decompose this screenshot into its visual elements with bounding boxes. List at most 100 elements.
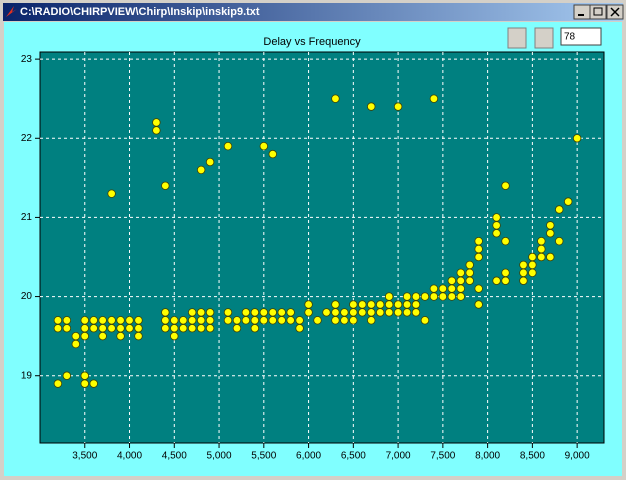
- data-point: [322, 308, 331, 317]
- x-tick-label: 5,500: [251, 451, 276, 462]
- data-point: [179, 316, 188, 325]
- y-tick-label: 20: [21, 291, 33, 302]
- plot-area: [39, 51, 605, 444]
- data-point: [528, 260, 537, 270]
- x-tick-label: 7,000: [386, 451, 411, 462]
- data-point: [429, 94, 439, 103]
- data-point: [340, 308, 349, 317]
- data-point: [465, 260, 474, 270]
- data-point: [125, 324, 134, 333]
- data-point: [53, 316, 63, 325]
- title-bar: [3, 3, 623, 21]
- maximize-button[interactable]: [589, 4, 607, 20]
- data-point: [116, 324, 125, 333]
- x-tick-label: 5,000: [207, 451, 232, 462]
- data-point: [367, 308, 376, 317]
- data-point: [349, 316, 358, 325]
- data-point: [250, 308, 260, 317]
- data-point: [375, 300, 385, 309]
- data-point: [367, 102, 376, 111]
- text-input[interactable]: [560, 27, 602, 46]
- data-point: [519, 260, 528, 270]
- tool-button[interactable]: [534, 27, 554, 49]
- data-point: [62, 324, 72, 333]
- data-point: [170, 316, 179, 325]
- data-point: [134, 324, 143, 333]
- maximize-icon: [593, 7, 603, 16]
- data-point: [259, 141, 269, 151]
- data-point: [134, 331, 143, 341]
- x-tick-label: 4,000: [117, 451, 142, 462]
- data-point: [268, 149, 277, 159]
- data-point: [331, 308, 340, 317]
- x-tick-label: 3,500: [72, 451, 97, 462]
- data-point: [259, 308, 269, 317]
- data-point: [187, 316, 197, 325]
- data-point: [456, 268, 465, 278]
- data-point: [465, 276, 474, 285]
- data-point: [196, 316, 206, 325]
- data-point: [367, 316, 376, 325]
- data-point: [161, 324, 170, 333]
- data-point: [170, 324, 179, 333]
- data-point: [259, 316, 269, 325]
- data-point: [537, 236, 546, 246]
- data-point: [331, 94, 340, 103]
- data-point: [196, 324, 206, 333]
- data-point: [528, 252, 537, 262]
- data-point: [205, 308, 215, 317]
- data-point: [268, 308, 277, 317]
- data-point: [555, 205, 564, 214]
- y-tick-label: 19: [21, 370, 33, 381]
- data-point: [331, 316, 340, 325]
- data-point: [107, 324, 116, 333]
- x-tick-label: 8,000: [475, 451, 500, 462]
- y-tick-label: 22: [21, 133, 33, 144]
- data-point: [98, 316, 107, 325]
- data-point: [349, 308, 358, 317]
- tool-button[interactable]: [507, 27, 527, 49]
- data-point: [179, 324, 188, 333]
- data-point: [411, 300, 421, 309]
- data-point: [420, 292, 430, 301]
- data-point: [304, 300, 313, 309]
- data-point: [429, 292, 439, 301]
- data-point: [429, 284, 439, 293]
- data-point: [492, 276, 501, 285]
- data-point: [196, 308, 206, 317]
- data-point: [107, 316, 116, 325]
- data-point: [474, 252, 483, 262]
- data-point: [116, 316, 125, 325]
- data-point: [447, 276, 457, 285]
- data-point: [492, 221, 501, 230]
- data-point: [501, 276, 510, 285]
- data-point: [411, 292, 421, 301]
- data-point: [152, 118, 161, 127]
- data-point: [161, 316, 170, 325]
- data-point: [80, 379, 89, 388]
- data-point: [546, 221, 555, 230]
- data-point: [474, 300, 483, 309]
- data-point: [474, 244, 483, 254]
- data-point: [241, 308, 251, 317]
- data-point: [420, 316, 430, 325]
- data-point: [170, 331, 179, 341]
- x-tick-label: 6,500: [341, 451, 366, 462]
- data-point: [295, 324, 304, 333]
- data-point: [89, 316, 98, 325]
- data-point: [358, 308, 367, 317]
- data-point: [447, 284, 457, 293]
- data-point: [474, 236, 483, 246]
- data-point: [438, 284, 448, 293]
- data-point: [501, 236, 510, 246]
- data-point: [161, 181, 170, 190]
- minimize-button[interactable]: [573, 4, 591, 20]
- data-point: [232, 324, 242, 333]
- x-tick-label: 9,000: [565, 451, 590, 462]
- data-point: [286, 308, 295, 317]
- data-point: [456, 276, 465, 285]
- x-tick-label: 4,500: [162, 451, 187, 462]
- y-tick-label: 21: [21, 212, 33, 223]
- chart-title: Delay vs Frequency: [263, 36, 361, 48]
- data-point: [277, 316, 286, 325]
